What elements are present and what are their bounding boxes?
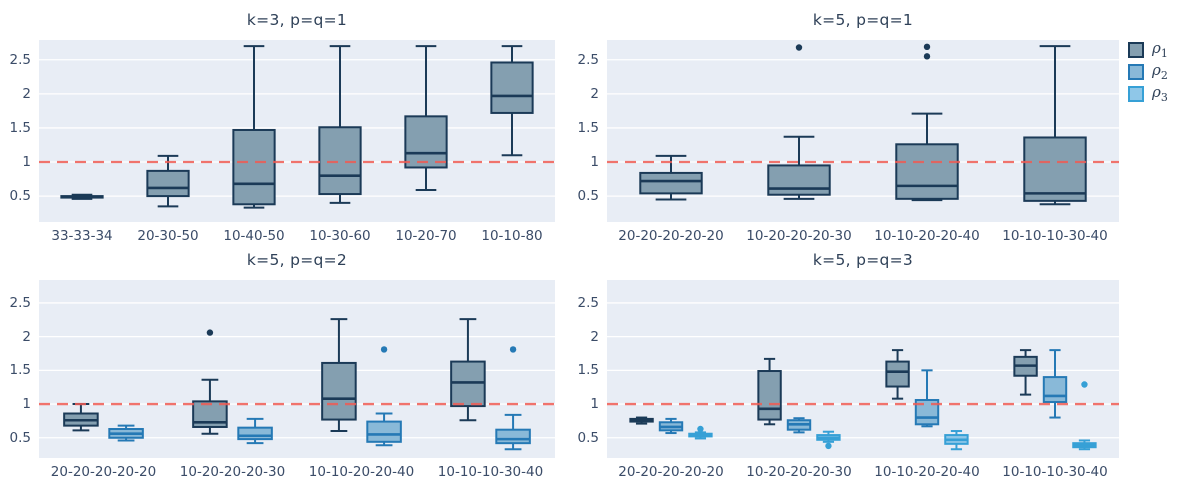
- legend-swatch-rho2: [1128, 64, 1144, 80]
- y-tick-label: 0.5: [9, 429, 31, 446]
- box-rho1-10-10-80: [490, 45, 534, 157]
- box-rho1-20-30-50: [146, 154, 190, 208]
- outlier-dot: [825, 442, 832, 450]
- legend-swatch-rho3: [1128, 86, 1144, 102]
- x-tick-label: 10-10-20-20-40: [874, 228, 980, 244]
- outlier-dot: [380, 346, 388, 353]
- x-tick-label: 10-20-20-20-30: [746, 464, 852, 480]
- y-tick-label: 1.5: [577, 362, 599, 379]
- y-tick-label: 1.5: [577, 119, 599, 136]
- box-rho1-10-10-20-20-40: [895, 43, 959, 202]
- legend-label: ρ1: [1152, 39, 1168, 60]
- box-rho1-10-40-50: [232, 45, 276, 209]
- x-tick-label: 10-20-70: [395, 228, 457, 244]
- plot-area-0: [39, 40, 555, 222]
- box-rho1-10-30-60: [318, 45, 362, 204]
- y-tick-label: 0.5: [9, 188, 31, 205]
- box-rho2-10-20-20-20-30: [786, 417, 812, 434]
- legend-item-rho2[interactable]: ρ2: [1128, 63, 1168, 81]
- x-tick-label: 20-30-50: [137, 228, 199, 244]
- y-tick-label: 2.5: [577, 51, 599, 68]
- outlier-dot: [795, 44, 803, 51]
- x-tick-label: 10-10-10-30-40: [1002, 228, 1108, 244]
- box-rho1-10-10-10-30-40: [1013, 349, 1038, 396]
- plot-area-1: [607, 40, 1119, 222]
- x-tick-label: 20-20-20-20-20: [618, 464, 724, 480]
- box-rho1-20-20-20-20-20: [629, 416, 654, 425]
- subplot-title-top-right: k=5, p=q=1: [812, 11, 914, 29]
- x-tick-label: 10-20-20-20-30: [179, 464, 286, 480]
- outlier-dot: [697, 425, 704, 433]
- y-tick-label: 0.5: [577, 188, 599, 205]
- box-rho3-10-20-20-20-30: [816, 430, 841, 450]
- plot-area-2: [39, 280, 555, 458]
- box-rho2-10-10-20-20-40: [914, 369, 940, 428]
- box-rho2-10-10-20-20-40: [366, 346, 402, 447]
- x-tick-label: 20-20-20-20-20: [618, 228, 724, 244]
- y-tick-label: 2.5: [9, 51, 31, 68]
- legend-swatch-rho1: [1128, 42, 1144, 58]
- y-tick-label: 1: [22, 396, 31, 413]
- box-rho1-10-20-20-20-30: [192, 329, 228, 435]
- subplot-title-bottom-right: k=5, p=q=3: [812, 251, 914, 269]
- outlier-dot: [206, 329, 214, 336]
- y-tick-label: 0.5: [577, 429, 599, 446]
- box-rho1-10-20-70: [404, 45, 448, 191]
- box-rho1-10-10-20-20-40: [885, 349, 910, 400]
- y-tick-label: 2.5: [9, 294, 31, 311]
- x-tick-label: 33-33-34: [51, 228, 113, 244]
- box-rho1-10-10-10-30-40: [1023, 45, 1087, 206]
- y-tick-label: 2: [22, 85, 31, 102]
- box-rho2-20-20-20-20-20: [658, 417, 684, 435]
- x-tick-label: 10-10-10-30-40: [437, 464, 544, 480]
- outlier-dot: [1081, 381, 1088, 388]
- subplot-title-bottom-left: k=5, p=q=2: [246, 251, 348, 269]
- box-rho2-10-10-10-30-40: [495, 346, 531, 451]
- x-tick-label: 10-10-20-20-40: [308, 464, 415, 480]
- box-rho1-33-33-34: [60, 193, 104, 200]
- y-tick-label: 2: [22, 328, 31, 345]
- box-rho1-10-10-20-20-40: [321, 318, 357, 433]
- x-tick-label: 10-20-20-20-30: [746, 228, 852, 244]
- box-rho3-10-10-20-20-40: [944, 430, 969, 451]
- box-rho2-20-20-20-20-20: [108, 424, 144, 442]
- plot-area-3: [607, 280, 1119, 458]
- y-tick-label: 1.5: [9, 119, 31, 136]
- box-rho3-20-20-20-20-20: [688, 425, 713, 440]
- box-rho1-10-10-10-30-40: [450, 318, 486, 422]
- plot-background: [607, 280, 1119, 458]
- outlier-dot: [923, 43, 931, 51]
- y-tick-label: 2: [590, 85, 599, 102]
- y-tick-label: 2.5: [577, 294, 599, 311]
- y-tick-label: 1: [590, 154, 599, 170]
- legend-label: ρ3: [1152, 83, 1168, 104]
- x-tick-label: 10-10-10-30-40: [1002, 464, 1108, 480]
- x-tick-label: 10-30-60: [309, 228, 371, 244]
- outlier-dot: [509, 346, 517, 353]
- y-tick-label: 1: [590, 396, 599, 413]
- box-rho3-10-10-10-30-40: [1072, 381, 1097, 451]
- y-tick-label: 1.5: [9, 362, 31, 379]
- legend-label: ρ2: [1152, 61, 1168, 82]
- x-tick-label: 10-10-80: [481, 228, 543, 244]
- subplot-title-top-left: k=3, p=q=1: [246, 11, 348, 29]
- box-rho1-10-20-20-20-30: [757, 357, 782, 426]
- legend-item-rho3[interactable]: ρ3: [1128, 85, 1168, 103]
- y-tick-label: 2: [590, 328, 599, 345]
- plot-background: [39, 40, 555, 222]
- box-rho1-20-20-20-20-20: [639, 154, 703, 201]
- y-tick-label: 1: [22, 154, 31, 170]
- x-tick-label: 10-40-50: [223, 228, 285, 244]
- x-tick-label: 20-20-20-20-20: [50, 464, 157, 480]
- outlier-dot: [923, 53, 931, 60]
- box-rho2-10-20-20-20-30: [237, 417, 273, 445]
- x-tick-label: 10-10-20-20-40: [874, 464, 980, 480]
- legend-item-rho1[interactable]: ρ1: [1128, 41, 1168, 59]
- box-rho1-10-20-20-20-30: [767, 44, 831, 200]
- box-rho2-10-10-10-30-40: [1042, 349, 1068, 419]
